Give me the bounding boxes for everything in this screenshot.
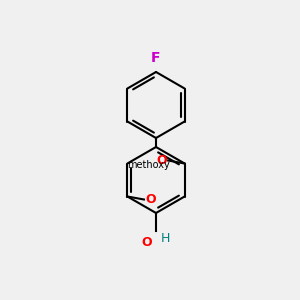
Text: O: O — [156, 154, 166, 167]
Text: H: H — [160, 232, 170, 245]
Text: methoxy: methoxy — [127, 160, 170, 170]
Text: F: F — [151, 50, 161, 64]
Text: O: O — [146, 193, 156, 206]
Text: O: O — [142, 236, 152, 248]
